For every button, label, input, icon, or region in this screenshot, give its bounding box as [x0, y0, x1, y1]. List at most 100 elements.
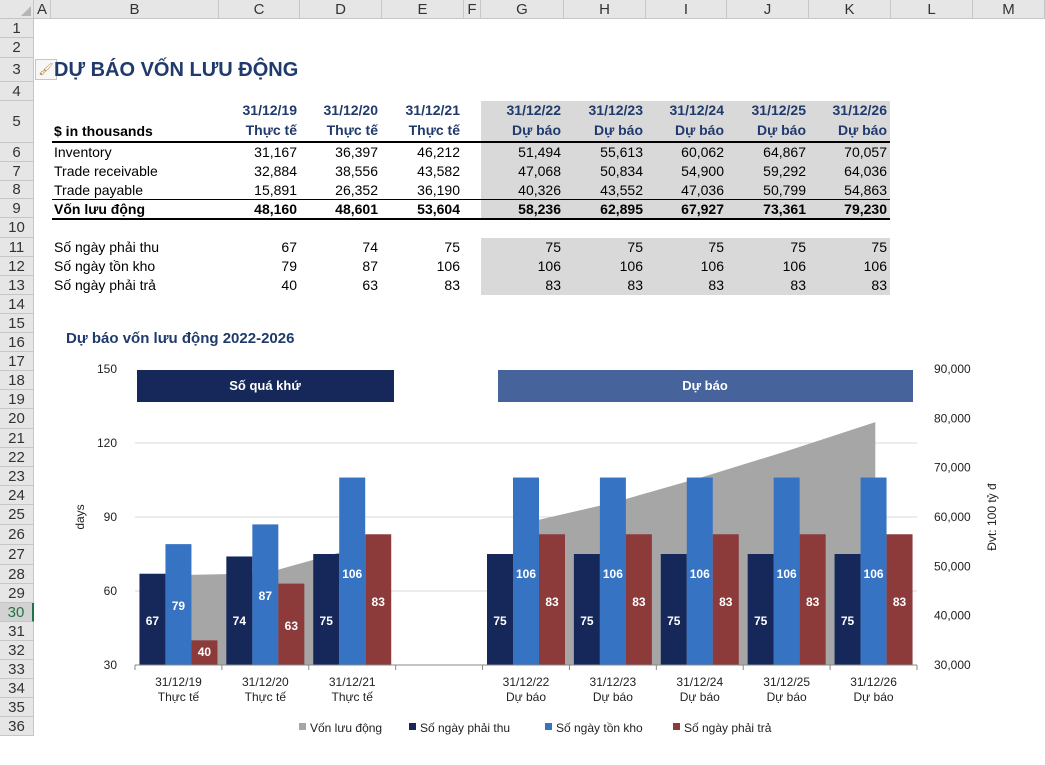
table-cell[interactable]: 54,863 — [844, 182, 887, 198]
table-cell[interactable]: 50,799 — [763, 182, 806, 198]
table-cell[interactable]: 83 — [545, 277, 561, 293]
row-header-15[interactable]: 15 — [0, 314, 34, 333]
row-header-1[interactable]: 1 — [0, 19, 34, 38]
column-header-i[interactable]: I — [646, 0, 727, 19]
column-header-d[interactable]: D — [300, 0, 382, 19]
table-cell[interactable]: 83 — [444, 277, 460, 293]
table-cell[interactable]: 64,867 — [763, 144, 806, 160]
table-cell[interactable]: 40,326 — [518, 182, 561, 198]
row-header-5[interactable]: 5 — [0, 101, 34, 143]
table-cell[interactable]: 50,834 — [600, 163, 643, 179]
table-cell[interactable]: 75 — [627, 239, 643, 255]
table-cell[interactable]: 47,036 — [681, 182, 724, 198]
table-cell[interactable]: 38,556 — [335, 163, 378, 179]
row-header-20[interactable]: 20 — [0, 409, 34, 429]
table-cell[interactable]: 75 — [790, 239, 806, 255]
column-header-a[interactable]: A — [34, 0, 51, 19]
format-painter-icon[interactable]: 🖌 — [35, 59, 57, 80]
row-header-3[interactable]: 3 — [0, 58, 34, 82]
row-header-9[interactable]: 9 — [0, 199, 34, 218]
select-all-corner[interactable] — [0, 0, 34, 19]
table-cell[interactable]: 40 — [281, 277, 297, 293]
table-cell[interactable]: 106 — [863, 258, 887, 274]
row-header-25[interactable]: 25 — [0, 505, 34, 525]
row-header-29[interactable]: 29 — [0, 584, 34, 603]
table-cell[interactable]: 62,895 — [600, 201, 643, 217]
row-header-31[interactable]: 31 — [0, 622, 34, 641]
row-header-10[interactable]: 10 — [0, 218, 34, 238]
column-header-k[interactable]: K — [809, 0, 891, 19]
table-cell[interactable]: 83 — [790, 277, 806, 293]
row-header-19[interactable]: 19 — [0, 390, 34, 409]
table-cell[interactable]: 59,292 — [763, 163, 806, 179]
table-cell[interactable]: 79,230 — [844, 201, 887, 217]
table-cell[interactable]: 48,601 — [335, 201, 378, 217]
table-cell[interactable]: 31,167 — [254, 144, 297, 160]
row-header-17[interactable]: 17 — [0, 352, 34, 371]
row-header-7[interactable]: 7 — [0, 162, 34, 181]
table-cell[interactable]: 58,236 — [518, 201, 561, 217]
table-cell[interactable]: 73,361 — [763, 201, 806, 217]
row-header-24[interactable]: 24 — [0, 486, 34, 505]
table-cell[interactable]: 53,604 — [417, 201, 460, 217]
table-cell[interactable]: 48,160 — [254, 201, 297, 217]
column-header-g[interactable]: G — [481, 0, 564, 19]
table-cell[interactable]: 87 — [362, 258, 378, 274]
table-cell[interactable]: 43,582 — [417, 163, 460, 179]
row-header-32[interactable]: 32 — [0, 641, 34, 660]
table-cell[interactable]: 55,613 — [600, 144, 643, 160]
row-header-11[interactable]: 11 — [0, 238, 34, 257]
row-header-8[interactable]: 8 — [0, 181, 34, 199]
table-cell[interactable]: 70,057 — [844, 144, 887, 160]
table-cell[interactable]: 51,494 — [518, 144, 561, 160]
table-cell[interactable]: 15,891 — [254, 182, 297, 198]
table-cell[interactable]: 63 — [362, 277, 378, 293]
row-header-12[interactable]: 12 — [0, 257, 34, 276]
table-cell[interactable]: 36,397 — [335, 144, 378, 160]
column-header-m[interactable]: M — [973, 0, 1045, 19]
row-header-2[interactable]: 2 — [0, 38, 34, 58]
table-cell[interactable]: 106 — [700, 258, 724, 274]
row-header-33[interactable]: 33 — [0, 660, 34, 679]
row-header-35[interactable]: 35 — [0, 698, 34, 717]
row-header-27[interactable]: 27 — [0, 545, 34, 565]
table-cell[interactable]: 43,552 — [600, 182, 643, 198]
table-cell[interactable]: 106 — [436, 258, 460, 274]
table-cell[interactable]: 74 — [362, 239, 378, 255]
row-header-18[interactable]: 18 — [0, 371, 34, 390]
table-cell[interactable]: 75 — [444, 239, 460, 255]
column-header-h[interactable]: H — [564, 0, 646, 19]
table-cell[interactable]: 54,900 — [681, 163, 724, 179]
row-header-28[interactable]: 28 — [0, 565, 34, 584]
row-header-34[interactable]: 34 — [0, 679, 34, 698]
table-cell[interactable]: 32,884 — [254, 163, 297, 179]
table-cell[interactable]: 36,190 — [417, 182, 460, 198]
row-header-23[interactable]: 23 — [0, 467, 34, 486]
table-cell[interactable]: 83 — [871, 277, 887, 293]
row-header-30[interactable]: 30 — [0, 603, 34, 622]
row-header-16[interactable]: 16 — [0, 333, 34, 352]
row-header-13[interactable]: 13 — [0, 276, 34, 295]
row-header-6[interactable]: 6 — [0, 143, 34, 162]
row-header-22[interactable]: 22 — [0, 448, 34, 467]
table-cell[interactable]: 67,927 — [681, 201, 724, 217]
row-header-21[interactable]: 21 — [0, 429, 34, 448]
column-header-l[interactable]: L — [891, 0, 973, 19]
row-header-14[interactable]: 14 — [0, 295, 34, 314]
row-header-4[interactable]: 4 — [0, 82, 34, 101]
table-cell[interactable]: 75 — [871, 239, 887, 255]
column-header-b[interactable]: B — [51, 0, 219, 19]
row-header-26[interactable]: 26 — [0, 525, 34, 545]
table-cell[interactable]: 79 — [281, 258, 297, 274]
table-cell[interactable]: 106 — [782, 258, 806, 274]
column-header-c[interactable]: C — [219, 0, 300, 19]
table-cell[interactable]: 47,068 — [518, 163, 561, 179]
column-header-j[interactable]: J — [727, 0, 809, 19]
column-header-e[interactable]: E — [382, 0, 464, 19]
table-cell[interactable]: 75 — [708, 239, 724, 255]
row-header-36[interactable]: 36 — [0, 717, 34, 736]
table-cell[interactable]: 106 — [537, 258, 561, 274]
column-header-f[interactable]: F — [464, 0, 481, 19]
table-cell[interactable]: 64,036 — [844, 163, 887, 179]
table-cell[interactable]: 60,062 — [681, 144, 724, 160]
